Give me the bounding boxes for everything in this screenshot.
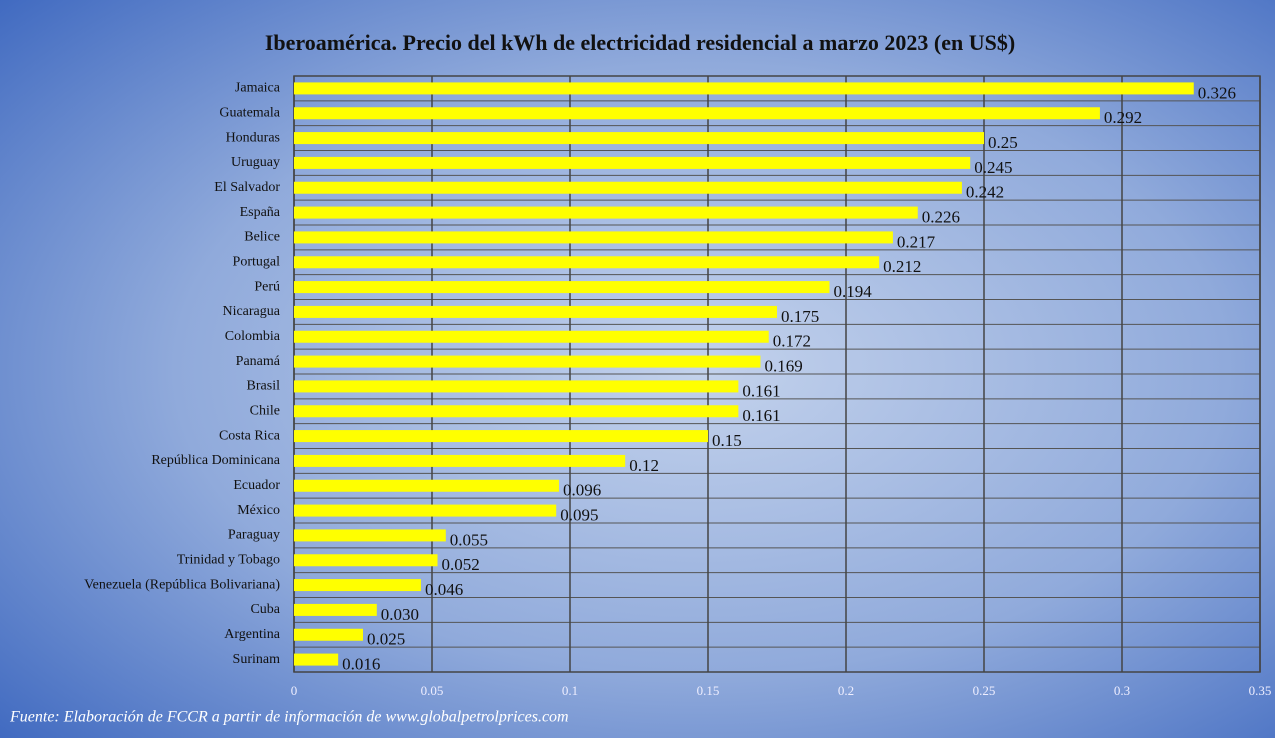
value-label: 0.095 xyxy=(560,505,598,524)
y-tick-label: Argentina xyxy=(224,627,281,642)
y-tick-label: El Salvador xyxy=(214,180,280,195)
x-tick-label: 0.1 xyxy=(562,683,578,698)
value-label: 0.161 xyxy=(742,406,780,425)
source-note: Fuente: Elaboración de FCCR a partir de … xyxy=(9,709,569,726)
chart-title: Iberoamérica. Precio del kWh de electric… xyxy=(265,30,1015,55)
x-tick-label: 0.3 xyxy=(1114,683,1130,698)
bar xyxy=(294,430,708,443)
y-tick-label: Honduras xyxy=(226,130,280,145)
bar xyxy=(294,554,438,567)
y-tick-label: Ecuador xyxy=(233,478,280,493)
bar xyxy=(294,206,918,219)
value-label: 0.25 xyxy=(988,133,1018,152)
bar xyxy=(294,330,769,343)
y-tick-label: México xyxy=(237,503,280,518)
y-tick-label: Jamaica xyxy=(235,81,281,96)
y-tick-label: Portugal xyxy=(233,254,281,269)
y-tick-label: Paraguay xyxy=(228,528,280,543)
x-tick-label: 0.35 xyxy=(1249,683,1272,698)
x-tick-label: 0 xyxy=(291,683,298,698)
bar xyxy=(294,132,984,145)
y-tick-label: Perú xyxy=(254,279,280,294)
y-tick-label: Nicaragua xyxy=(222,304,280,319)
y-tick-label: España xyxy=(240,205,281,220)
y-tick-label: Venezuela (República Bolivariana) xyxy=(84,577,280,592)
value-label: 0.245 xyxy=(974,158,1012,177)
bar xyxy=(294,603,377,616)
value-label: 0.292 xyxy=(1104,108,1142,127)
y-tick-label: Belice xyxy=(244,230,280,245)
value-label: 0.212 xyxy=(883,257,921,276)
y-tick-label: Chile xyxy=(250,403,280,418)
x-tick-label: 0.05 xyxy=(421,683,444,698)
y-tick-label: Panamá xyxy=(236,354,281,369)
y-tick-label: Uruguay xyxy=(231,155,280,170)
bar xyxy=(294,454,626,467)
bar xyxy=(294,281,830,294)
y-tick-label: Surinam xyxy=(233,652,281,667)
y-tick-label: Trinidad y Tobago xyxy=(177,552,280,567)
bar xyxy=(294,579,421,592)
bar xyxy=(294,181,962,194)
value-label: 0.161 xyxy=(742,381,780,400)
value-label: 0.326 xyxy=(1198,83,1236,102)
value-label: 0.046 xyxy=(425,580,463,599)
y-tick-label: República Dominicana xyxy=(151,453,280,468)
y-tick-label: Costa Rica xyxy=(219,428,281,443)
value-label: 0.175 xyxy=(781,307,819,326)
value-label: 0.096 xyxy=(563,481,601,500)
bar xyxy=(294,405,739,418)
y-tick-label: Guatemala xyxy=(219,105,280,120)
value-label: 0.055 xyxy=(450,530,488,549)
bar xyxy=(294,504,557,517)
value-label: 0.169 xyxy=(764,356,802,375)
value-label: 0.194 xyxy=(833,282,872,301)
bar xyxy=(294,156,971,169)
bar xyxy=(294,479,559,492)
value-label: 0.12 xyxy=(629,456,659,475)
value-label: 0.226 xyxy=(922,207,960,226)
value-label: 0.217 xyxy=(897,232,936,251)
x-tick-label: 0.2 xyxy=(838,683,854,698)
value-label: 0.052 xyxy=(442,555,480,574)
value-label: 0.172 xyxy=(773,332,811,351)
bar xyxy=(294,107,1100,120)
x-tick-label: 0.25 xyxy=(973,683,996,698)
value-label: 0.242 xyxy=(966,183,1004,202)
plot-border xyxy=(293,75,1261,673)
bar xyxy=(294,231,893,244)
bar xyxy=(294,653,339,666)
value-label: 0.030 xyxy=(381,605,419,624)
y-tick-label: Cuba xyxy=(250,602,280,617)
value-label: 0.15 xyxy=(712,431,742,450)
bar xyxy=(294,305,777,318)
bar xyxy=(294,256,880,269)
bar xyxy=(294,355,761,368)
value-label: 0.025 xyxy=(367,630,405,649)
bar xyxy=(294,82,1194,95)
bar xyxy=(294,380,739,393)
bar xyxy=(294,529,446,542)
y-tick-label: Brasil xyxy=(247,379,281,394)
y-tick-label: Colombia xyxy=(225,329,281,344)
value-label: 0.016 xyxy=(342,654,380,673)
x-tick-label: 0.15 xyxy=(697,683,720,698)
bar xyxy=(294,628,363,641)
